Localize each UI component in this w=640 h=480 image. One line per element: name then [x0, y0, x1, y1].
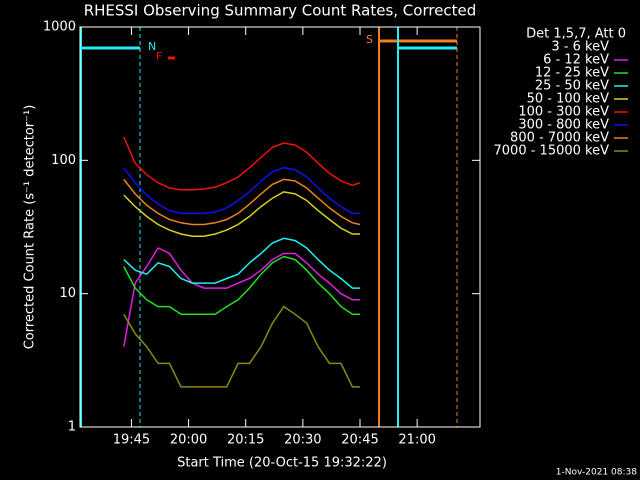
legend-label: 100 - 300 keV	[518, 105, 609, 120]
legend-label: 50 - 100 keV	[527, 92, 610, 107]
series-line	[123, 255, 360, 316]
series-line	[123, 191, 360, 237]
series-line	[123, 136, 361, 191]
series-line	[123, 247, 360, 347]
series-line	[123, 166, 360, 215]
y-tick-label: 10	[59, 286, 76, 301]
legend-label: 300 - 800 keV	[518, 118, 609, 133]
series-line	[123, 237, 360, 289]
legend-label: 12 - 25 keV	[535, 66, 609, 81]
annotation: S	[366, 33, 373, 46]
legend-label: 800 - 7000 keV	[510, 131, 609, 146]
legend-label: 6 - 12 keV	[543, 53, 609, 68]
x-tick-label: 20:45	[341, 433, 378, 448]
x-tick-label: 20:30	[284, 433, 321, 448]
legend-title: Det 1,5,7, Att 0	[526, 27, 626, 42]
series-line	[123, 305, 360, 388]
annotation: F	[156, 50, 162, 63]
y-tick-label: 100	[51, 153, 76, 168]
annotation: N	[148, 40, 156, 53]
legend-label: 25 - 50 keV	[535, 79, 609, 94]
x-tick-label: 19:45	[113, 433, 150, 448]
series-line	[123, 178, 361, 226]
legend-label: 7000 - 15000 keV	[494, 144, 610, 159]
y-axis-title: Corrected Count Rate (s⁻¹ detector⁻¹)	[23, 105, 38, 350]
state-indicators	[80, 27, 458, 427]
footer: 1-Nov-2021 08:38	[556, 468, 638, 478]
y-tick-label: 1000	[43, 20, 76, 35]
chart-title: RHESSI Observing Summary Count Rates, Co…	[84, 2, 477, 20]
x-tick-label: 20:00	[170, 433, 207, 448]
series-line	[123, 215, 360, 242]
x-tick-label: 21:00	[398, 433, 435, 448]
legend-label: 3 - 6 keV	[551, 40, 609, 55]
y-tick-label: 1	[68, 420, 76, 435]
x-axis-title: Start Time (20-Oct-15 19:32:22)	[177, 456, 387, 471]
plot-frame	[79, 26, 481, 428]
x-tick-label: 20:15	[227, 433, 264, 448]
